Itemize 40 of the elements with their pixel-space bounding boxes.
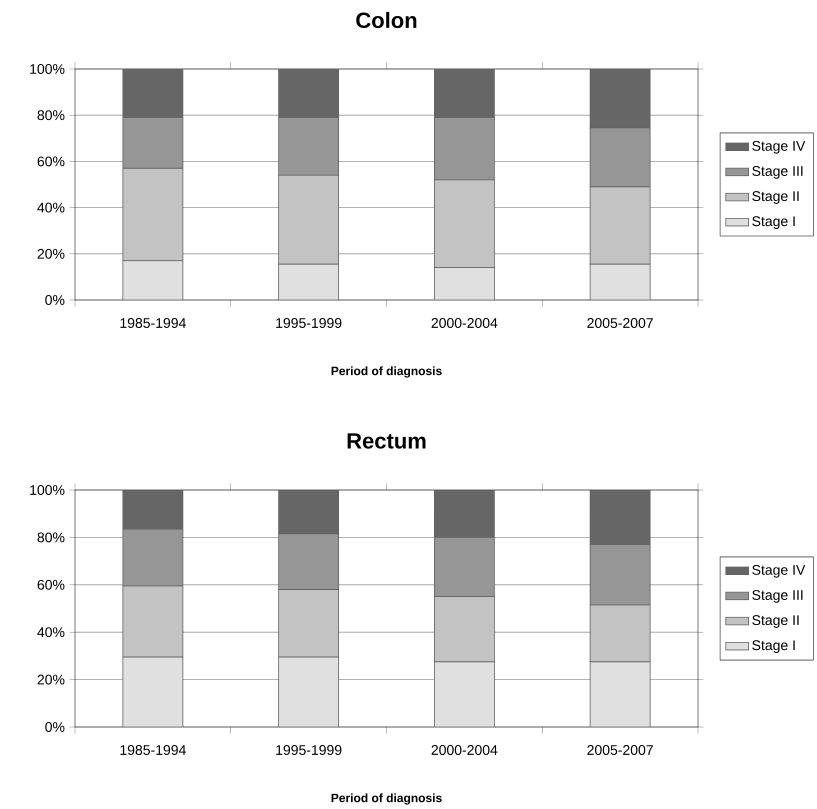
bar [590, 661, 651, 727]
x-tick-label: 2000-2004 [432, 745, 498, 755]
y-tick-label: 20% [38, 674, 64, 685]
legend-label: Stage IV [752, 140, 806, 154]
x-tick-label: 2000-2004 [432, 318, 498, 328]
y-tick-label: 60% [38, 580, 64, 590]
y-tick-label: 60% [38, 156, 64, 166]
legend-label: Stage III [752, 590, 802, 603]
y-tick-label: 100% [30, 64, 64, 74]
y-tick-label: 100% [30, 485, 64, 495]
legend-label: Stage III [752, 166, 802, 179]
chart-title: Rectum [348, 433, 426, 449]
legend-label: Stage I [752, 216, 795, 229]
x-tick-label: 1995-1999 [276, 745, 342, 755]
y-tick-label: 40% [37, 202, 64, 213]
y-tick-label: 0% [45, 295, 64, 305]
legend-label: Stage II [752, 615, 799, 628]
bar [122, 260, 184, 300]
x-tick-label: 1985-1994 [120, 745, 186, 755]
y-tick-label: 0% [45, 722, 64, 732]
bar [434, 661, 495, 727]
legend-label: Stage II [752, 191, 799, 204]
y-tick-label: 80% [38, 110, 64, 120]
y-tick-label: 20% [38, 248, 64, 259]
bar [122, 656, 184, 727]
legend-label: Stage I [752, 640, 795, 653]
x-axis-title: Period of diagnosis [332, 793, 442, 805]
y-tick-label: 40% [37, 627, 64, 638]
x-tick-label: 2005-2007 [587, 318, 653, 328]
x-tick-label: 1995-1999 [276, 318, 342, 328]
bar [434, 267, 495, 300]
y-tick-label: 80% [38, 532, 64, 542]
bar [278, 656, 340, 727]
x-tick-label: 2005-2007 [587, 745, 653, 755]
x-tick-label: 1985-1994 [120, 318, 186, 328]
bar [590, 264, 651, 300]
legend-label: Stage IV [752, 564, 806, 578]
x-axis-title: Period of diagnosis [332, 366, 442, 378]
bar [278, 264, 340, 300]
chart-title: Colon [356, 12, 416, 28]
